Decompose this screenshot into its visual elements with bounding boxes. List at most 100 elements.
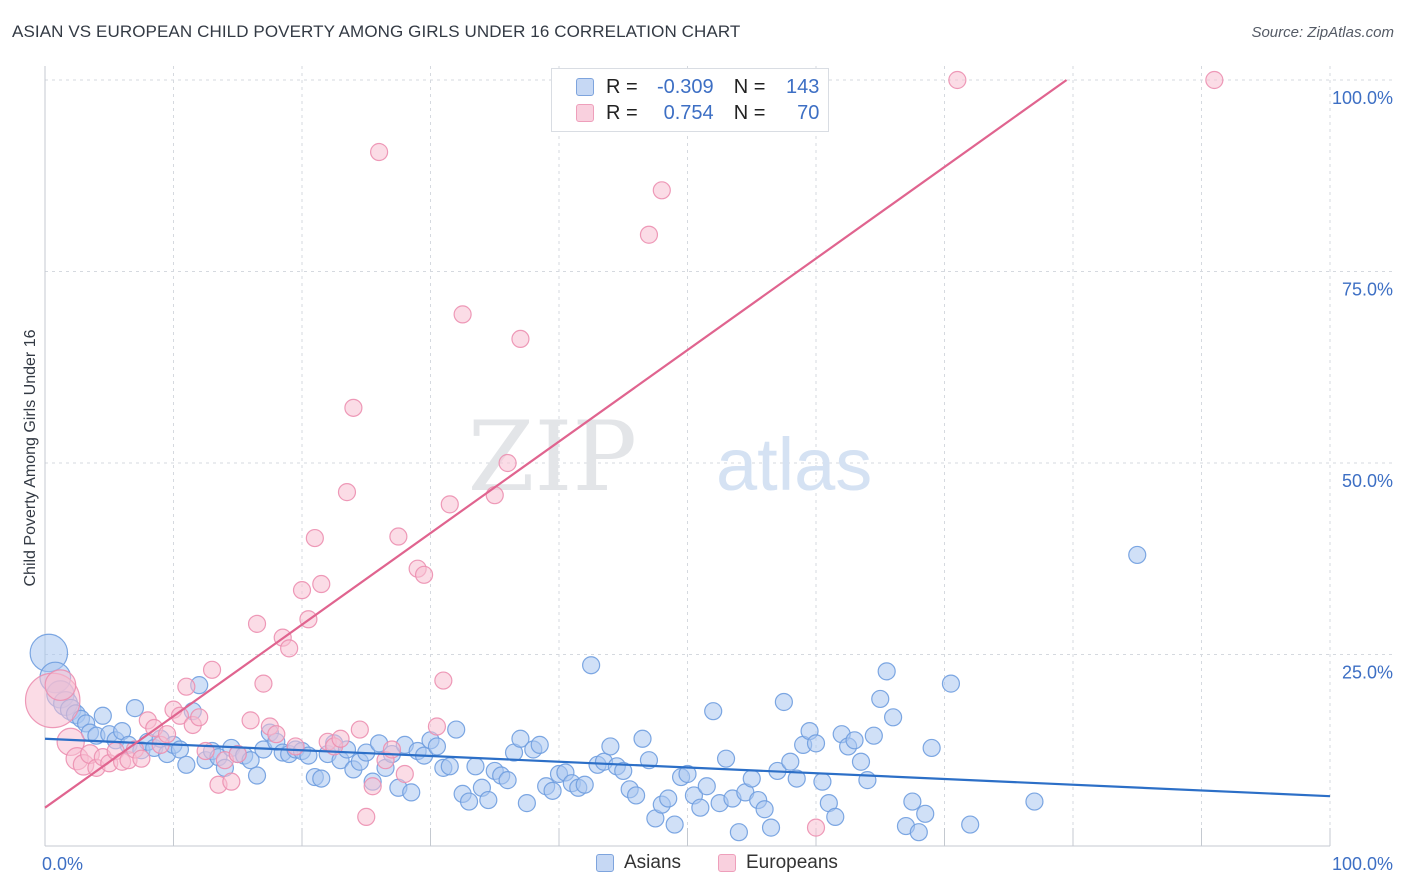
- asian-point: [659, 789, 678, 808]
- watermark-atlas: atlas: [716, 423, 872, 506]
- asian-point: [440, 757, 459, 776]
- european-point: [177, 677, 196, 696]
- asian-point: [626, 786, 646, 805]
- asian-point: [716, 749, 736, 768]
- european-point: [312, 574, 331, 594]
- european-point: [485, 486, 504, 505]
- asian-point: [813, 772, 832, 791]
- x-tick-label-min: 0.0%: [42, 854, 83, 874]
- european-point: [370, 142, 389, 162]
- stats-legend: R = -0.309 N = 143 R = 0.754 N = 70: [551, 68, 829, 132]
- source-label: Source: ZipAtlas.com: [1251, 24, 1394, 41]
- y-axis-label: Child Poverty Among Girls Under 16: [22, 329, 39, 586]
- legend-swatch-europeans: [576, 104, 594, 122]
- bottom-label-europeans: Europeans: [746, 852, 838, 873]
- y-tick-label: 50.0%: [1342, 471, 1393, 491]
- european-point: [434, 671, 453, 690]
- axis-layer: [44, 66, 1331, 847]
- legend-row-asians: R = -0.309 N = 143: [576, 75, 819, 99]
- asian-point: [498, 771, 517, 790]
- asian-point: [479, 790, 498, 810]
- asian-point: [459, 792, 479, 811]
- asian-point: [601, 737, 620, 756]
- bottom-legend-europeans: Europeans: [718, 852, 838, 874]
- asian-point: [922, 738, 941, 758]
- european-point: [228, 744, 247, 764]
- european-point: [1205, 70, 1224, 90]
- asian-point: [543, 781, 562, 800]
- european-point: [806, 818, 826, 837]
- european-point: [498, 453, 517, 473]
- asian-point: [466, 757, 485, 776]
- asian-point: [851, 752, 871, 771]
- asian-point: [916, 804, 935, 823]
- bottom-legend-asians: Asians: [596, 852, 681, 874]
- asian-point: [826, 807, 845, 826]
- asian-point: [761, 818, 781, 837]
- asian-point: [427, 737, 447, 756]
- asian-point: [871, 689, 890, 709]
- asian-point: [575, 775, 594, 794]
- bottom-label-asians: Asians: [624, 852, 682, 873]
- asian-point: [864, 726, 883, 745]
- legend-swatch-asians: [576, 78, 594, 96]
- watermark: ZIP atlas: [468, 401, 873, 513]
- european-trend-line: [44, 79, 1068, 809]
- asian-point: [704, 702, 723, 721]
- legend-r-label: R =: [606, 75, 638, 98]
- european-point: [511, 329, 530, 349]
- european-point: [305, 528, 324, 548]
- asian-point: [633, 729, 652, 748]
- asian-point: [665, 815, 684, 834]
- asian-point: [903, 792, 922, 811]
- legend-n-value: 70: [797, 101, 820, 124]
- european-point: [222, 772, 241, 791]
- asian-point: [697, 777, 716, 796]
- legend-r-value: -0.309: [656, 75, 714, 98]
- asian-point: [1025, 792, 1044, 811]
- european-point: [254, 674, 273, 693]
- x-tick-label-max: 100.0%: [1332, 854, 1393, 874]
- european-point: [639, 225, 659, 244]
- european-point: [337, 483, 357, 502]
- asian-point: [93, 706, 112, 725]
- y-tick-label: 100.0%: [1332, 88, 1393, 108]
- european-point: [241, 711, 260, 730]
- asian-point: [402, 783, 421, 802]
- legend-n-label: N =: [733, 75, 766, 98]
- asian-point: [787, 769, 806, 788]
- european-point: [652, 181, 671, 200]
- asian-point: [678, 764, 697, 784]
- legend-n-label: N =: [733, 101, 766, 124]
- asian-point: [883, 708, 903, 727]
- european-point: [247, 614, 267, 633]
- european-point: [389, 527, 408, 546]
- european-point: [267, 725, 286, 744]
- bottom-swatch-asians: [596, 854, 614, 872]
- european-point: [440, 495, 459, 514]
- asian-point: [755, 800, 774, 819]
- asian-point: [691, 798, 710, 817]
- legend-row-europeans: R = 0.754 N = 70: [576, 101, 819, 125]
- asian-point: [125, 699, 145, 718]
- asian-point: [774, 692, 793, 712]
- european-point: [350, 720, 369, 739]
- legend-r-label: R =: [606, 101, 638, 124]
- asian-point: [961, 815, 980, 834]
- european-point: [427, 717, 447, 736]
- european-point: [190, 708, 209, 727]
- european-point: [453, 305, 472, 324]
- asian-point: [742, 769, 761, 788]
- bottom-swatch-europeans: [718, 854, 736, 872]
- european-point: [202, 660, 222, 679]
- european-point: [948, 70, 967, 90]
- asian-point: [806, 734, 826, 753]
- european-point: [331, 729, 350, 748]
- european-point: [286, 737, 305, 756]
- asian-point: [582, 656, 601, 675]
- asian-point: [909, 823, 928, 842]
- label-layer: 25.0% 50.0% 75.0% 100.0% 0.0% 100.0% Child Pov…: [22, 88, 1393, 874]
- asian-point: [877, 662, 896, 681]
- european-point: [292, 581, 312, 600]
